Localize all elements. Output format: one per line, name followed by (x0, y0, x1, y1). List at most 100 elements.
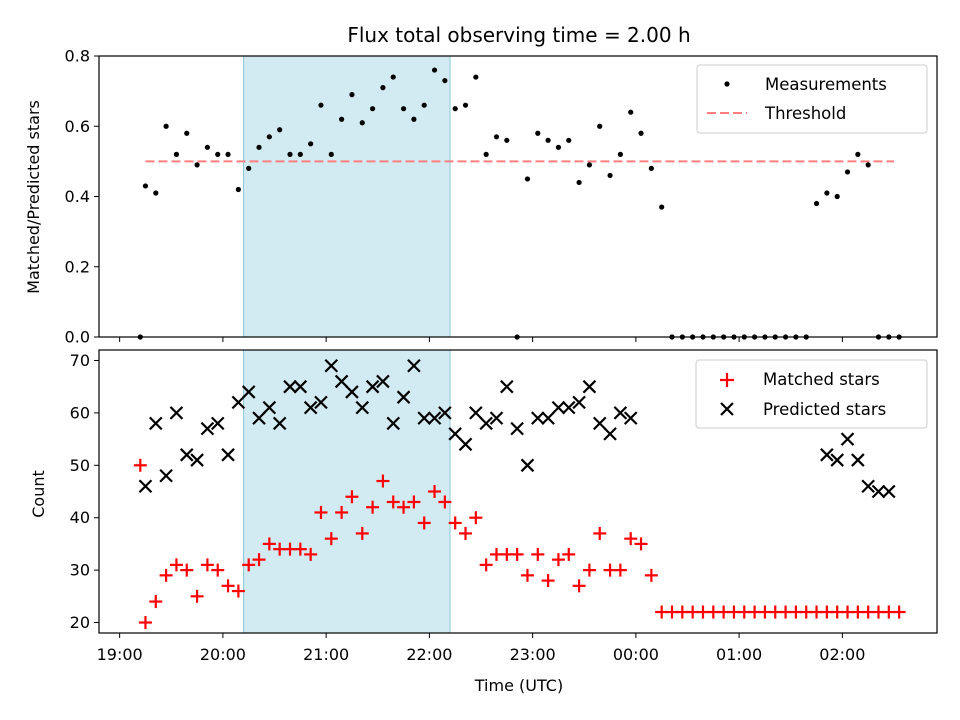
predicted-stars-point-stroke (417, 411, 431, 425)
measurement-point (555, 144, 562, 150)
matched-stars-point (293, 542, 307, 556)
matched-stars-point (345, 490, 359, 504)
ratio-y-tick-label: 0.8 (65, 47, 90, 66)
count-legend: Matched stars Predicted stars (695, 359, 928, 429)
x-axis-label: Time (UTC) (474, 676, 563, 695)
matched-stars-point (386, 495, 400, 509)
predicted-stars-legend-label: Predicted stars (763, 400, 886, 419)
predicted-stars-point (851, 453, 865, 467)
predicted-stars-point-stroke (438, 406, 452, 420)
predicted-stars-point (283, 379, 297, 394)
matched-stars-point (231, 584, 245, 598)
predicted-stars-point-stroke (149, 416, 163, 431)
matched-stars-point (469, 511, 483, 525)
predicted-stars-point (458, 437, 473, 452)
measurement-point (308, 141, 314, 147)
measurement-point (400, 106, 407, 112)
measurement-point (607, 172, 613, 179)
measurement-point (628, 109, 634, 115)
measurements-legend-label: Measurements (765, 75, 887, 94)
matched-stars-point (562, 547, 576, 561)
predicted-stars-point (551, 400, 566, 415)
predicted-stars-point (417, 411, 431, 425)
measurement-point (225, 151, 231, 157)
predicted-stars-point (479, 416, 493, 431)
predicted-stars-point (603, 427, 617, 441)
predicted-stars-point (582, 379, 597, 394)
ratio-y-tick-label: 0.2 (65, 257, 90, 276)
matched-stars-point (314, 505, 328, 519)
predicted-stars-point-stroke (345, 385, 359, 399)
predicted-stars-point (386, 416, 401, 431)
predicted-stars-point (365, 379, 380, 394)
matched-stars-point (510, 547, 524, 561)
matched-stars-point (149, 595, 163, 609)
predicted-stars-point (355, 400, 370, 415)
predicted-stars-point-stroke (572, 395, 586, 410)
measurement-point (297, 151, 303, 157)
predicted-stars-point-stroke (386, 416, 401, 431)
predicted-stars-point-stroke (613, 406, 628, 420)
predicted-stars-point-stroke (500, 379, 514, 394)
predicted-stars-point-stroke (252, 411, 266, 425)
predicted-stars-point (861, 479, 875, 494)
predicted-stars-point-stroke (427, 411, 442, 425)
measurement-point (452, 106, 458, 112)
count-y-tick-label: 20 (70, 613, 90, 632)
matched-stars-point (428, 485, 442, 498)
ratio-shaded-interval (243, 55, 451, 338)
predicted-stars-point (592, 416, 607, 431)
measurement-point (277, 127, 283, 133)
matched-stars-series (133, 458, 906, 630)
measurement-point (359, 120, 365, 126)
ratio-panel: 0.00.20.40.60.8 Matched/Predicted stars … (24, 47, 938, 347)
ratio-y-tick-label: 0.4 (65, 187, 90, 206)
predicted-stars-point-stroke (592, 416, 607, 431)
matched-stars-point (448, 516, 462, 530)
ratio-y-axis: 0.0 0.2 0.4 0.6 0.8 (65, 47, 99, 347)
predicted-stars-point-stroke (396, 390, 411, 404)
predicted-stars-point-stroke (190, 453, 204, 467)
measurement-point (173, 151, 180, 157)
measurement-point (421, 102, 427, 108)
predicted-stars-point (231, 395, 246, 410)
matched-stars-point (355, 526, 369, 540)
measurement-point (328, 151, 334, 157)
matched-stars-point (551, 553, 565, 567)
predicted-stars-point-stroke (458, 437, 473, 452)
measurement-point (390, 74, 396, 80)
predicted-stars-point (541, 411, 555, 425)
predicted-stars-point-stroke (221, 448, 235, 462)
chart-title: Flux total observing time = 2.00 h (347, 23, 690, 47)
predicted-stars-point-stroke (283, 379, 297, 394)
measurement-point (586, 162, 593, 168)
matched-stars-point (531, 547, 545, 561)
predicted-stars-point-stroke (314, 395, 328, 410)
predicted-stars-point-stroke (272, 416, 287, 431)
matched-stars-point (335, 505, 349, 519)
predicted-stars-point (613, 406, 628, 420)
matched-stars-point (644, 568, 658, 582)
predicted-stars-point (210, 416, 225, 431)
predicted-stars-point-stroke (334, 374, 349, 389)
predicted-stars-point (376, 374, 390, 389)
matched-stars-point (376, 474, 390, 488)
predicted-stars-point (396, 390, 411, 404)
measurement-point (824, 190, 830, 196)
measurement-point (142, 183, 149, 189)
predicted-stars-point-stroke (603, 427, 617, 441)
measurement-point (194, 162, 200, 168)
measurement-point (246, 165, 252, 171)
measurement-point (638, 130, 644, 136)
ratio-x-ticks (119, 337, 843, 342)
measurement-point (442, 77, 448, 84)
matched-stars-point (159, 568, 173, 582)
predicted-stars-point-stroke (551, 400, 566, 415)
predicted-stars-point-stroke (510, 421, 524, 436)
predicted-stars-point (531, 411, 545, 425)
predicted-stars-point (138, 479, 153, 494)
x-tick-label: 20:00 (200, 645, 246, 664)
x-tick-label: 21:00 (303, 645, 349, 664)
matched-stars-point (211, 563, 225, 577)
measurement-point (153, 190, 159, 196)
